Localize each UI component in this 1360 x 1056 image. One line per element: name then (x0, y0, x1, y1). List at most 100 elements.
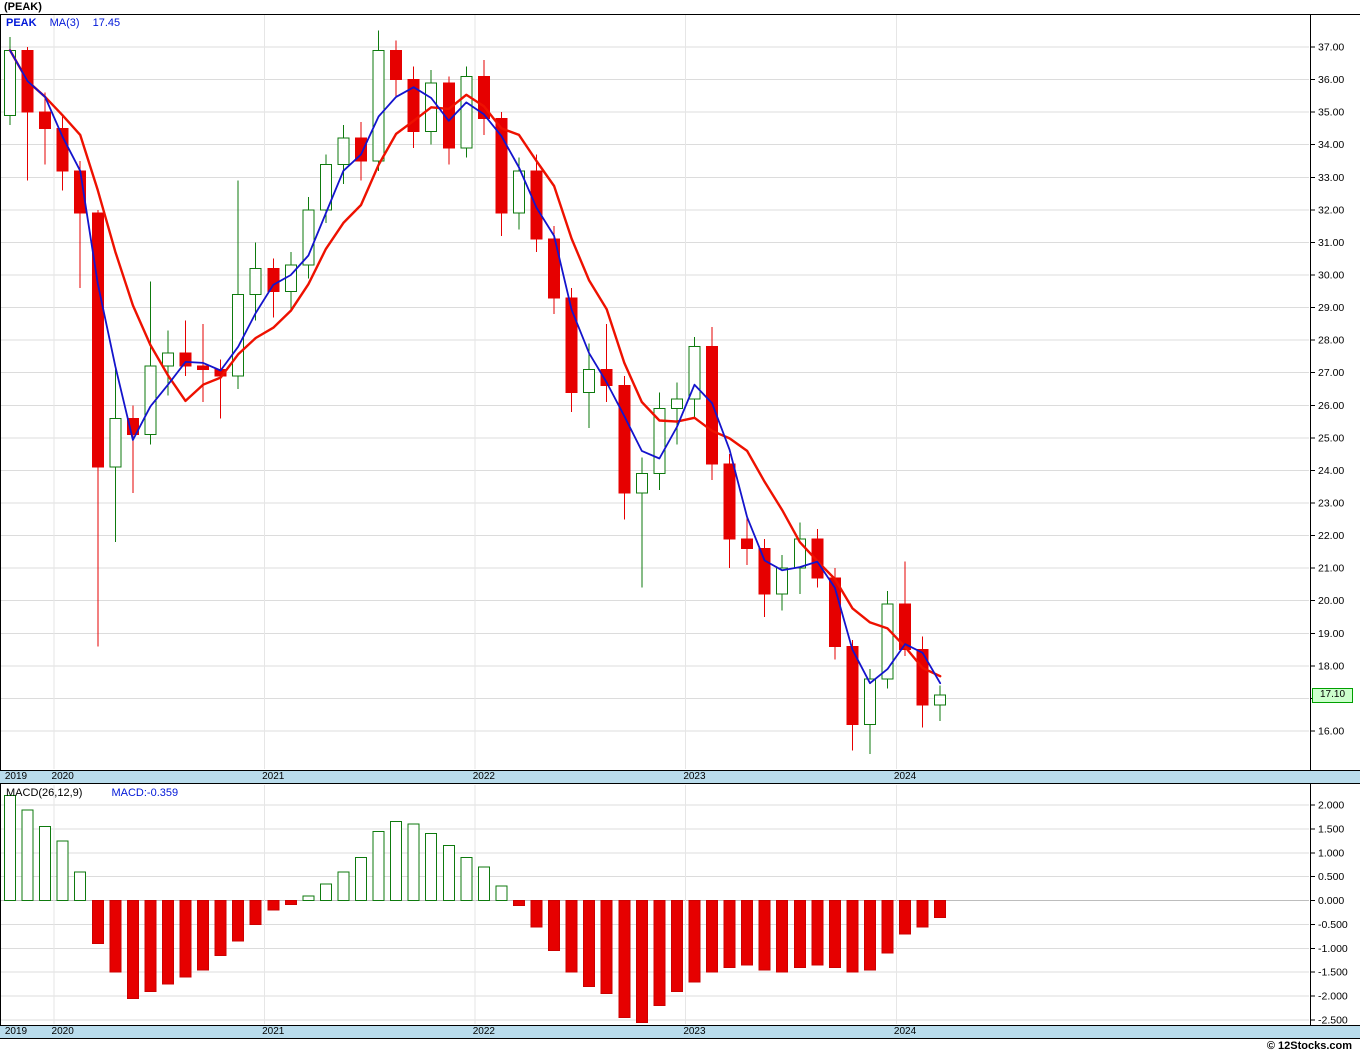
candle-down (179, 352, 192, 367)
year-label: 2021 (262, 1026, 285, 1037)
candle-down (39, 111, 52, 129)
chart-title: (PEAK) (4, 1, 42, 13)
candle-down (600, 368, 613, 387)
price-tick-label: 35.00 (1318, 107, 1344, 119)
macd-bar-negative (863, 900, 876, 971)
macd-bar-negative (635, 900, 648, 1023)
macd-bar-positive (372, 830, 385, 902)
price-tick-label: 37.00 (1318, 42, 1344, 54)
year-label: 2019 (4, 771, 28, 782)
macd-tick-label: -1.500 (1318, 967, 1348, 979)
macd-tick-label: 0.000 (1318, 895, 1344, 907)
macd-bar-negative (846, 900, 859, 973)
price-tick-label: 20.00 (1318, 595, 1344, 607)
macd-bar-positive (302, 895, 315, 902)
price-legend: PEAK MA(3) 17.45 (6, 17, 130, 29)
macd-bar-negative (583, 900, 596, 988)
macd-bar-positive (355, 857, 367, 902)
macd-bar-negative (723, 900, 736, 968)
macd-bar-negative (161, 900, 174, 985)
macd-bar-negative (197, 900, 210, 971)
price-tick-label: 30.00 (1318, 270, 1344, 282)
ma-line-ma-6- (8, 49, 942, 678)
macd-tick-label: -2.000 (1318, 991, 1348, 1003)
price-tick-label: 28.00 (1318, 335, 1344, 347)
candle-up (161, 352, 174, 367)
year-label: 2022 (472, 1026, 495, 1037)
macd-bar-positive (425, 833, 438, 902)
price-tick-label: 16.00 (1318, 726, 1344, 738)
candle-down (758, 548, 771, 595)
year-label: 2024 (893, 1026, 917, 1037)
year-label: 2021 (262, 771, 285, 782)
candle-down (477, 75, 490, 120)
price-tick-label: 36.00 (1318, 74, 1344, 86)
price-tick-label: 24.00 (1318, 465, 1344, 477)
macd-tick-label: -2.500 (1318, 1015, 1348, 1026)
macd-tick-label: 2.000 (1318, 800, 1344, 812)
macd-bar-negative (828, 900, 841, 968)
price-tick-label: 29.00 (1318, 302, 1344, 314)
ma-line-ma-3- (9, 49, 942, 685)
candle-down (495, 118, 508, 214)
macd-bar-positive (4, 794, 16, 902)
candle-down (126, 417, 139, 436)
macd-bar-negative (232, 900, 245, 942)
year-label: 2023 (683, 1026, 706, 1037)
macd-bar-negative (179, 900, 192, 978)
macd-bar-positive (460, 857, 473, 902)
candle-down (899, 603, 912, 651)
macd-bar-negative (548, 900, 561, 952)
price-tick-label: 22.00 (1318, 530, 1344, 542)
macd-bar-negative (267, 900, 280, 911)
macd-bar-negative (881, 900, 894, 954)
macd-bar-negative (688, 900, 701, 983)
macd-bar-negative (91, 900, 104, 945)
x-axis-bottom: 2019 2020 2021 2022 2023 2024 (0, 1025, 1360, 1039)
x-axis-top: 2019 2020 2021 2022 2023 2024 (0, 770, 1360, 784)
candle-up (512, 170, 525, 214)
candle-up (688, 346, 701, 400)
candle-up (653, 408, 666, 475)
macd-bar-negative (916, 900, 929, 928)
candle-up (319, 163, 332, 211)
macd-bar-negative (811, 900, 824, 966)
candle-down (197, 365, 210, 370)
candle-up (670, 398, 683, 410)
legend-ma-value: 17.45 (92, 17, 121, 29)
macd-bar-negative (653, 900, 666, 1007)
price-panel: 37.00 36.00 35.00 34.00 33.00 32.00 31.00 30.00… (0, 14, 1360, 770)
candle-up (635, 473, 648, 494)
price-tick-label: 32.00 (1318, 204, 1344, 216)
macd-bar-positive (337, 871, 350, 902)
macd-tick-label: -0.500 (1318, 919, 1348, 931)
candle-down (811, 538, 824, 579)
candle-up (302, 209, 315, 266)
macd-tick-label: 1.000 (1318, 847, 1344, 859)
macd-bar-negative (776, 900, 789, 973)
candle-up (776, 567, 789, 595)
macd-chart-svg: 2.000 1.500 1.000 0.500 0.000 -0.500 -1.000 -1.… (0, 784, 1348, 1026)
macd-bar-negative (670, 900, 683, 992)
macd-bar-positive (495, 885, 508, 902)
year-label: 2023 (683, 771, 706, 782)
candle-up (372, 49, 385, 162)
candle-down (390, 49, 403, 81)
macd-bar-negative (741, 900, 754, 966)
candle-up (583, 368, 596, 393)
candle-up (460, 75, 473, 149)
price-tick-label: 23.00 (1318, 498, 1344, 510)
price-tick-label: 33.00 (1318, 172, 1344, 184)
candle-up (232, 294, 245, 377)
legend-symbol: PEAK (6, 17, 37, 29)
macd-bar-negative (530, 900, 543, 928)
legend-ma-label: MA(3) (49, 17, 80, 29)
macd-bar-negative (934, 900, 947, 919)
candle-up (284, 264, 297, 292)
price-tick-label: 26.00 (1318, 400, 1344, 412)
macd-bar-positive (319, 883, 332, 902)
year-label: 2020 (51, 1026, 74, 1037)
macd-bar-negative (899, 900, 912, 935)
macd-bar-negative (618, 900, 631, 1019)
candle-up (337, 137, 350, 165)
